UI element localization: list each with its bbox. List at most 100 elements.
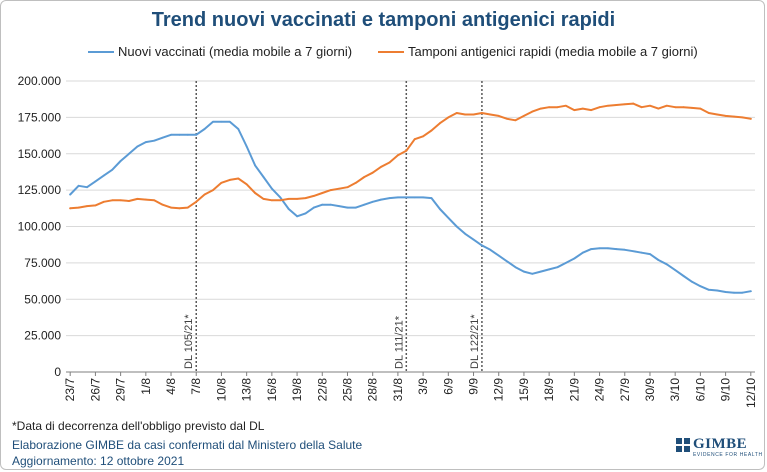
data-point bbox=[640, 106, 643, 109]
y-tick-label: 50.000 bbox=[24, 292, 61, 306]
data-point bbox=[523, 115, 525, 117]
data-point bbox=[212, 120, 214, 123]
data-point bbox=[489, 248, 492, 251]
gimbe-logo-tagline: EVIDENCE FOR HEALTH bbox=[693, 452, 763, 458]
data-point bbox=[371, 171, 374, 174]
x-tick-label: 27/9 bbox=[618, 378, 632, 402]
data-point bbox=[623, 103, 626, 106]
data-point bbox=[430, 197, 433, 200]
x-tick-label: 6/9 bbox=[441, 378, 455, 395]
x-tick-label: 16/8 bbox=[265, 378, 279, 402]
data-point bbox=[657, 259, 660, 261]
x-tick-label: 4/8 bbox=[164, 378, 178, 395]
data-point bbox=[657, 107, 660, 110]
data-point bbox=[178, 207, 181, 210]
x-tick-label: 7/8 bbox=[189, 378, 203, 395]
data-point bbox=[405, 149, 408, 152]
data-point bbox=[472, 238, 475, 241]
legend-swatch-tamponi bbox=[378, 50, 404, 53]
data-point bbox=[346, 206, 349, 209]
data-point bbox=[136, 197, 139, 200]
data-point bbox=[590, 109, 593, 111]
y-tick-label: 75.000 bbox=[24, 256, 61, 270]
data-point bbox=[220, 181, 223, 184]
data-point bbox=[161, 203, 164, 206]
data-point bbox=[581, 251, 584, 254]
data-point bbox=[111, 199, 114, 202]
data-point bbox=[237, 177, 240, 180]
annotation-label: DL 111/21* bbox=[393, 315, 405, 369]
data-point bbox=[430, 129, 433, 132]
data-point bbox=[607, 104, 609, 107]
x-tick-label: 9/9 bbox=[467, 378, 481, 395]
gimbe-logo: GIMBE EVIDENCE FOR HEALTH bbox=[676, 437, 763, 459]
data-point bbox=[203, 193, 206, 196]
data-point bbox=[632, 250, 635, 253]
credit-line-source: Elaborazione GIMBE da casi confermati da… bbox=[12, 438, 363, 452]
data-point bbox=[749, 117, 752, 120]
data-point bbox=[396, 154, 399, 157]
data-point bbox=[422, 196, 425, 199]
data-point bbox=[136, 145, 139, 148]
x-tick-label: 6/10 bbox=[693, 378, 707, 402]
data-point bbox=[254, 192, 256, 194]
data-point bbox=[186, 133, 189, 136]
data-point bbox=[212, 189, 214, 192]
data-point bbox=[640, 251, 643, 254]
data-point bbox=[439, 208, 441, 210]
data-point bbox=[102, 174, 105, 177]
credit: Elaborazione GIMBE da casi confermati da… bbox=[12, 437, 362, 469]
data-point bbox=[514, 266, 517, 269]
annotation-label: DL 105/21* bbox=[183, 314, 195, 369]
data-point bbox=[228, 179, 231, 181]
data-point bbox=[682, 106, 685, 109]
data-point bbox=[102, 200, 105, 203]
legend-item-vaccinati: Nuovi vaccinati (media mobile a 7 giorni… bbox=[88, 44, 352, 59]
data-point bbox=[615, 104, 618, 106]
x-tick-label: 21/9 bbox=[567, 378, 581, 402]
data-point bbox=[178, 133, 181, 136]
data-point bbox=[245, 183, 248, 186]
data-point bbox=[94, 180, 97, 183]
data-point bbox=[220, 120, 223, 123]
data-point bbox=[447, 216, 450, 219]
data-point bbox=[623, 248, 626, 251]
x-tick-label: 12/9 bbox=[492, 378, 506, 402]
x-tick-label: 13/8 bbox=[240, 378, 254, 402]
data-point bbox=[539, 270, 542, 273]
x-tick-label: 19/8 bbox=[290, 378, 304, 402]
data-point bbox=[724, 115, 727, 117]
x-tick-label: 31/8 bbox=[391, 378, 405, 402]
data-point bbox=[128, 200, 130, 202]
data-point bbox=[531, 272, 534, 275]
series-line-0 bbox=[69, 120, 752, 294]
data-point bbox=[707, 112, 710, 114]
data-point bbox=[531, 110, 534, 113]
data-point bbox=[749, 290, 752, 293]
data-point bbox=[573, 109, 576, 111]
data-point bbox=[153, 199, 156, 202]
data-point bbox=[615, 248, 618, 250]
data-point bbox=[77, 206, 80, 209]
data-point bbox=[598, 106, 601, 109]
data-point bbox=[287, 208, 290, 210]
data-point bbox=[195, 200, 198, 203]
data-point bbox=[716, 113, 719, 116]
data-point bbox=[270, 199, 273, 202]
x-tick-label: 3/9 bbox=[416, 378, 430, 395]
data-point bbox=[262, 197, 265, 200]
data-point bbox=[346, 186, 349, 189]
gimbe-logo-mark-icon bbox=[676, 438, 690, 452]
y-tick-label: 25.000 bbox=[24, 329, 61, 343]
data-point bbox=[312, 206, 315, 209]
data-point bbox=[447, 116, 450, 119]
data-point bbox=[573, 257, 576, 260]
legend-swatch-vaccinati bbox=[88, 50, 114, 53]
data-point bbox=[354, 181, 357, 184]
data-point bbox=[674, 269, 677, 272]
data-point bbox=[186, 206, 189, 209]
x-tick-label: 18/9 bbox=[542, 378, 556, 402]
data-point bbox=[77, 184, 80, 187]
annotation-label: DL 122/21* bbox=[469, 314, 481, 369]
data-point bbox=[279, 199, 282, 202]
